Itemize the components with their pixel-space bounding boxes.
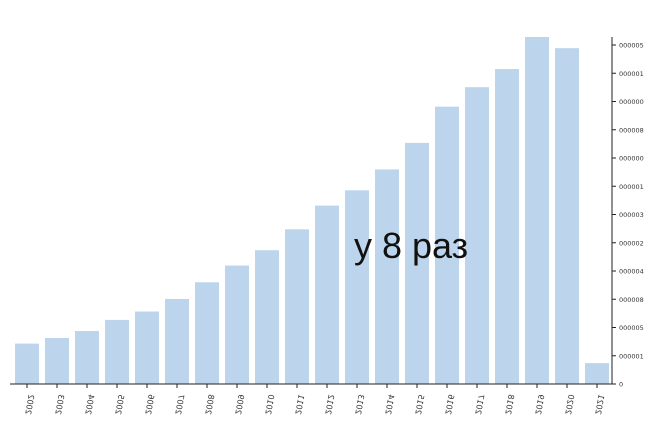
y-tick-label-4: 000004 [619,268,644,276]
x-tick-label-2012: 2012 [323,394,335,416]
x-tick-label-2010: 2010 [263,394,275,416]
x-tick-label-2005: 2005 [113,394,125,416]
bars [15,37,609,385]
y-tick-label-3: 000008 [619,296,644,304]
x-tick-label-2019: 2019 [533,394,545,416]
bar-2021 [585,363,609,384]
chart-annotation: у 8 раз [354,225,469,266]
x-axis-ticks: 2002 2003 2004 2005 2006 2007 2008 2009 2010 2011… [23,384,606,416]
y-tick-label-2: 000005 [619,324,644,332]
bar-2005 [105,319,129,384]
bar-2013 [345,190,369,384]
x-tick-label-2016: 2016 [443,394,455,416]
x-tick-label-2002: 2002 [23,394,35,416]
bar-2015 [405,142,429,384]
x-tick-label-2017: 2017 [473,394,485,416]
x-tick-label-2004: 2004 [83,394,95,416]
x-tick-label-2013: 2013 [353,394,365,416]
bar-2016 [435,106,459,385]
bar-2006 [135,311,159,384]
bar-2017 [465,87,489,385]
y-tick-label-7: 000001 [619,183,644,191]
y-tick-label-5: 000002 [619,239,644,247]
bar-2004 [75,331,99,384]
y-tick-label-0: 0 [619,381,623,389]
x-tick-label-2020: 2020 [563,394,575,416]
y-tick-label-6: 000003 [619,211,644,219]
bar-2020 [555,48,579,385]
y-tick-label-12: 000005 [619,42,644,50]
y-tick-label-8: 000000 [619,155,644,163]
y-tick-label-9: 000008 [619,126,644,134]
x-tick-label-2008: 2008 [203,394,215,416]
y-tick-label-1: 000001 [619,352,644,360]
bar-2014 [375,169,399,384]
y-axis-ticks: 0 000001 000005 000008 000004 000002 000003 000… [612,42,644,389]
bar-2019 [525,37,549,384]
x-tick-label-2021: 2021 [593,394,605,416]
x-tick-label-2015: 2015 [413,394,425,416]
bar-2008 [195,282,219,384]
x-tick-label-2009: 2009 [233,394,245,416]
x-tick-label-2003: 2003 [53,394,65,416]
x-tick-label-2007: 2007 [173,394,185,416]
bar-2009 [225,265,249,384]
x-tick-label-2018: 2018 [503,394,515,416]
bar-2018 [495,69,519,385]
y-tick-label-11: 000001 [619,70,644,78]
bar-2011 [285,229,309,384]
x-tick-label-2006: 2006 [143,394,155,416]
bar-2003 [45,338,69,384]
y-tick-label-10: 000000 [619,98,644,106]
x-tick-label-2011: 2011 [293,394,305,416]
x-tick-label-2014: 2014 [383,394,395,416]
bar-2012 [315,205,339,384]
bar-2010 [255,250,279,384]
bar-2007 [165,298,189,384]
bar-2002 [15,343,39,384]
